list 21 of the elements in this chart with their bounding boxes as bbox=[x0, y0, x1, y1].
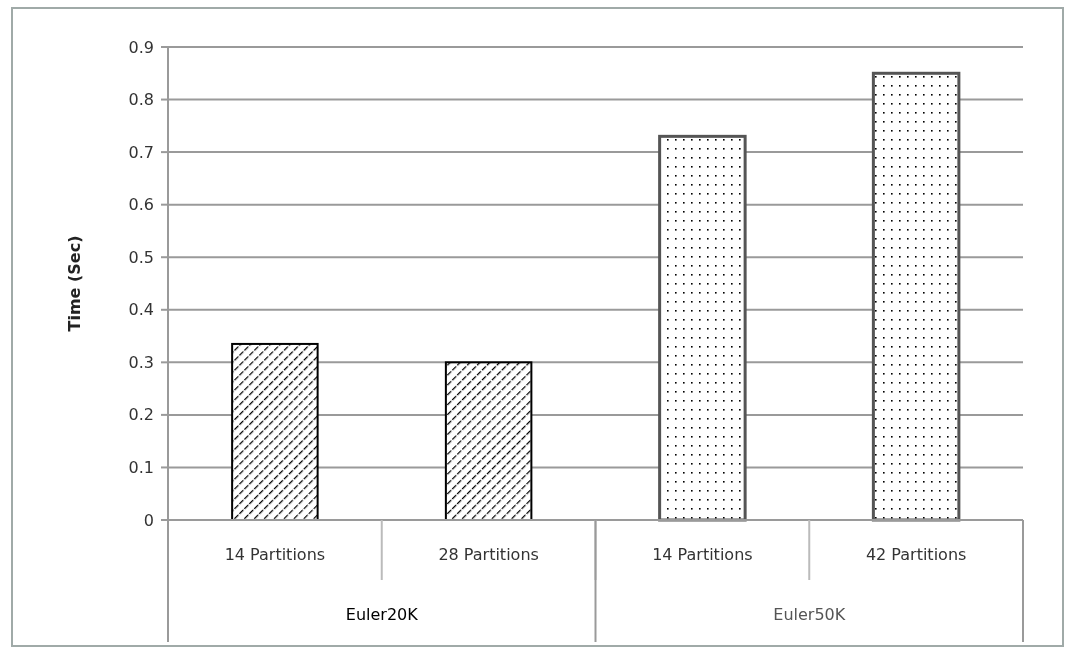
y-tick-label: 0.8 bbox=[128, 90, 154, 110]
y-tick-label: 0 bbox=[143, 510, 154, 530]
y-axis-title: Time (Sec) bbox=[65, 235, 84, 332]
y-tick-label: 0.6 bbox=[128, 195, 154, 215]
bar bbox=[871, 71, 961, 522]
y-tick-label: 0.5 bbox=[128, 247, 154, 267]
y-tick-label: 0.4 bbox=[128, 300, 154, 320]
text: Euler50K bbox=[773, 605, 846, 624]
bar bbox=[658, 134, 747, 522]
y-tick-label: 0.1 bbox=[128, 458, 154, 478]
x-tick-label: 14 Partitions bbox=[224, 545, 326, 564]
y-tick-label: 0.3 bbox=[128, 352, 154, 372]
bar bbox=[444, 361, 533, 521]
x-tick-label: 14 Partitions bbox=[652, 545, 753, 564]
y-tick-label: 0.7 bbox=[128, 142, 154, 162]
text: Euler20K bbox=[345, 605, 419, 624]
x-tick-label: 28 Partitions bbox=[438, 545, 539, 564]
bar bbox=[231, 342, 319, 521]
x-tick-label: 42 Partitions bbox=[865, 545, 967, 564]
y-tick-label: 0.9 bbox=[128, 37, 154, 57]
y-tick-label: 0.2 bbox=[128, 405, 154, 425]
